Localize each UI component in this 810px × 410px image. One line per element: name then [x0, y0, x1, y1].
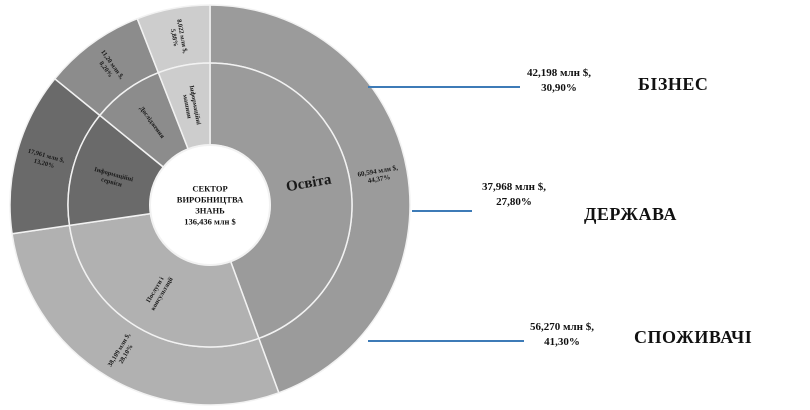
center-circle	[149, 144, 271, 266]
business-label: БІЗНЕС	[638, 74, 709, 94]
center-text: СЕКТОР ВИРОБНИЦТВА ЗНАНЬ 136,436 млн $	[177, 184, 244, 227]
consumers-label: СПОЖИВАЧІ	[634, 327, 753, 347]
leader-line-consumers	[368, 340, 524, 342]
leader-line-government	[412, 210, 472, 212]
inner-ring	[67, 62, 353, 348]
inner-segment-label: Освіта	[285, 171, 333, 195]
government-value-label: 37,968 млн $, 27,80%	[472, 180, 556, 210]
consumers-value: 56,270 млн $,	[529, 321, 594, 333]
business-value: 42,198 млн $,	[526, 67, 591, 79]
consumers-percent: 41,30%	[544, 336, 580, 348]
leader-line-business	[368, 86, 520, 88]
consumers-value-label: 56,270 млн $, 41,30%	[524, 320, 600, 350]
government-label: ДЕРЖАВА	[584, 204, 677, 224]
business-percent: 30,90%	[541, 82, 577, 94]
government-value: 37,968 млн $,	[481, 181, 546, 193]
government-percent: 27,80%	[496, 196, 532, 208]
outer-ring	[9, 4, 411, 406]
business-value-label: 42,198 млн $, 30,90%	[521, 66, 597, 96]
center-title: СЕКТОР ВИРОБНИЦТВА ЗНАНЬ 136,436 млн $	[177, 184, 244, 227]
